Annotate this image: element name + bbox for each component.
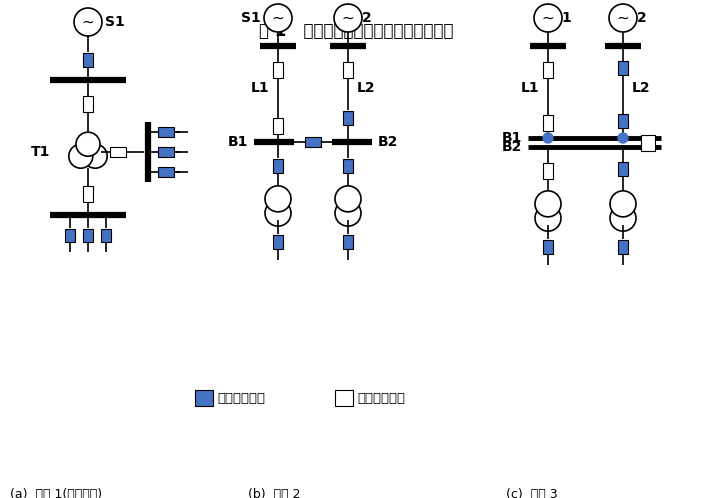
Text: B2: B2 — [378, 135, 399, 149]
Circle shape — [610, 191, 636, 217]
Circle shape — [535, 191, 561, 217]
Text: S1: S1 — [105, 15, 125, 29]
Bar — [305, 137, 321, 147]
Bar — [83, 229, 93, 242]
Bar — [641, 134, 655, 150]
Bar — [618, 240, 628, 254]
Text: S2: S2 — [352, 11, 371, 25]
Bar — [273, 235, 283, 249]
Circle shape — [264, 4, 292, 32]
Text: T1: T1 — [31, 145, 50, 159]
Bar — [543, 115, 553, 131]
Text: B1: B1 — [227, 135, 248, 149]
Text: 断路器分位。: 断路器分位。 — [357, 391, 405, 404]
Circle shape — [83, 144, 107, 168]
Bar — [543, 163, 553, 179]
Text: B2: B2 — [502, 140, 522, 154]
Text: (a)  模式 1(主变故障): (a) 模式 1(主变故障) — [10, 488, 102, 498]
Bar — [83, 96, 93, 112]
Circle shape — [534, 4, 562, 32]
Bar — [343, 111, 353, 125]
Bar — [343, 235, 353, 249]
Text: B1: B1 — [502, 131, 522, 145]
Text: S2: S2 — [627, 11, 647, 25]
Bar — [543, 62, 553, 78]
Bar — [101, 229, 111, 242]
Circle shape — [265, 186, 291, 212]
Bar — [335, 390, 353, 406]
Circle shape — [535, 205, 561, 231]
Bar — [65, 229, 75, 242]
Bar — [273, 159, 283, 173]
Text: (c)  模式 3: (c) 模式 3 — [506, 488, 558, 498]
Bar — [110, 147, 126, 157]
Bar — [343, 62, 353, 78]
Bar — [273, 62, 283, 78]
Circle shape — [334, 4, 362, 32]
Bar — [158, 127, 174, 137]
Bar — [83, 186, 93, 202]
Bar — [158, 147, 174, 157]
Bar — [543, 240, 553, 254]
Text: 图 1   地区电网故障时网架基本变化模式: 图 1 地区电网故障时网架基本变化模式 — [260, 22, 453, 40]
Text: L1: L1 — [251, 81, 270, 95]
Text: ~: ~ — [617, 10, 630, 25]
Text: 断路器合位；: 断路器合位； — [217, 391, 265, 404]
Bar — [158, 167, 174, 177]
Text: L2: L2 — [356, 81, 375, 95]
Bar — [195, 390, 213, 406]
Text: ~: ~ — [342, 10, 354, 25]
Bar — [618, 114, 628, 128]
Circle shape — [74, 8, 102, 36]
Text: L1: L1 — [520, 81, 539, 95]
Circle shape — [609, 4, 637, 32]
Circle shape — [76, 132, 100, 156]
Text: ~: ~ — [272, 10, 284, 25]
Circle shape — [335, 186, 361, 212]
Bar — [618, 61, 628, 75]
Circle shape — [610, 205, 636, 231]
Circle shape — [618, 133, 628, 143]
Bar — [273, 118, 283, 134]
Text: ~: ~ — [542, 10, 555, 25]
Bar — [618, 162, 628, 176]
Text: ~: ~ — [81, 14, 94, 29]
Bar — [343, 159, 353, 173]
Text: S1: S1 — [552, 11, 572, 25]
Text: (b)  模式 2: (b) 模式 2 — [248, 488, 300, 498]
Bar — [83, 53, 93, 67]
Circle shape — [265, 200, 291, 226]
Circle shape — [335, 200, 361, 226]
Text: S1: S1 — [241, 11, 261, 25]
Text: L2: L2 — [632, 81, 650, 95]
Circle shape — [68, 144, 93, 168]
Circle shape — [543, 133, 553, 143]
